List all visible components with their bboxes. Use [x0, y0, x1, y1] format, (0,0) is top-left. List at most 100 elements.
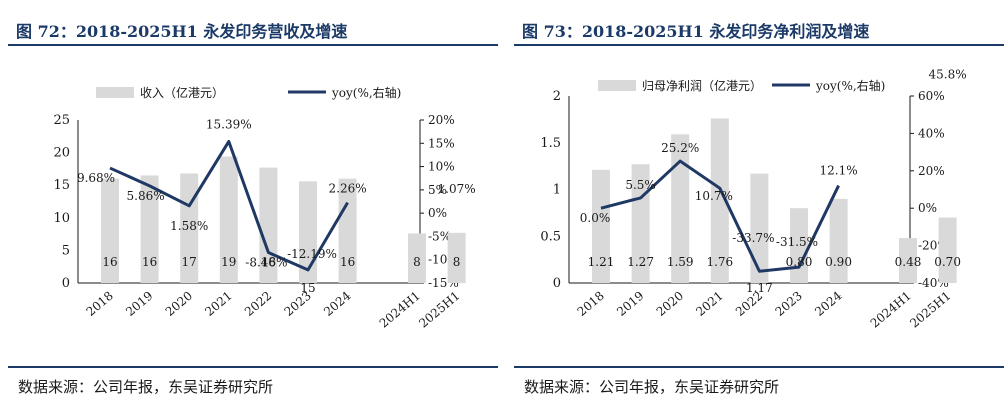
- bar-value-label: 0.48: [895, 255, 922, 269]
- line-value-label: -33.7%: [732, 231, 774, 245]
- bar-value-label: 8: [413, 255, 421, 269]
- figure-title: 图 72：2018-2025H1 永发印务营收及增速: [16, 22, 348, 41]
- bar-value-label: 17: [182, 255, 197, 269]
- line-value-label: 5.86%: [127, 189, 165, 203]
- bar: [299, 181, 317, 283]
- title-rule: [8, 44, 498, 46]
- source-rule: [514, 366, 1004, 368]
- category-label: 2024: [321, 288, 354, 319]
- bar: [592, 169, 610, 283]
- line-value-label: -12.19%: [287, 247, 337, 261]
- line-value-label: -8.46%: [245, 256, 287, 270]
- bar-value-label: 1.27: [627, 255, 654, 269]
- line-value-label: 25.2%: [661, 141, 699, 155]
- line-value-label: 1.58%: [170, 219, 208, 233]
- bar-value-label: 0.70: [934, 255, 961, 269]
- bar-value-label: 16: [340, 255, 355, 269]
- right-tick-label: 40%: [918, 126, 945, 140]
- bar: [938, 217, 957, 283]
- left-tick-label: 0: [553, 276, 561, 291]
- title-rule: [514, 44, 1004, 46]
- bar: [750, 173, 769, 283]
- category-label: 2021: [202, 289, 234, 319]
- right-tick-label: 60%: [918, 89, 945, 103]
- bar: [671, 134, 690, 283]
- category-label: 2023: [773, 289, 805, 319]
- category-label: 2018: [575, 289, 607, 319]
- bar-value-label: 16: [142, 255, 157, 269]
- bar-value-label: 16: [102, 255, 117, 269]
- bar: [447, 232, 466, 283]
- bar-value-label: 0.90: [825, 255, 852, 269]
- legend-bar-swatch: [96, 87, 134, 98]
- category-label: 2022: [242, 289, 274, 319]
- line-value-label: 10.7%: [695, 189, 733, 203]
- line-value-label: 2.26%: [329, 182, 367, 196]
- bar-value-label: 8: [453, 255, 461, 269]
- bar-value-label: 1.17: [746, 281, 773, 295]
- bar-value-label: 18: [261, 255, 276, 269]
- category-label: 2025H1: [907, 289, 953, 331]
- line-value-label: 0.0%: [580, 211, 611, 225]
- yoy-line: [109, 139, 349, 272]
- right-tick-label: 15%: [428, 136, 455, 150]
- category-label: 2020: [654, 289, 686, 319]
- bar-value-label: 0.80: [786, 255, 813, 269]
- line-value-label: 9.68%: [77, 171, 115, 185]
- left-tick-label: 0.5: [540, 229, 561, 244]
- category-label: 2021: [693, 289, 725, 319]
- right-tick-label: 20%: [428, 113, 455, 127]
- right-tick-label: 0%: [918, 201, 937, 215]
- left-tick-label: 2: [553, 89, 561, 104]
- legend-bar-label: 收入（亿港元）: [140, 85, 224, 100]
- line-value-label: 1.07%: [438, 182, 476, 196]
- category-label: 2020: [163, 289, 195, 319]
- bar: [790, 208, 808, 283]
- left-tick-label: 1: [553, 183, 561, 198]
- line-value-label: 45.8%: [929, 68, 967, 82]
- left-tick-label: 15: [53, 178, 70, 193]
- figure-73: 图 73：2018-2025H1 永发印务净利润及增速 归母净利润（亿港元） yo…: [514, 0, 1004, 406]
- bar: [829, 198, 848, 283]
- net-profit-chart: 归母净利润（亿港元） yoy(%,右轴)00.511.52-40%-20%0%20…: [540, 68, 967, 331]
- bar-value-label: 19: [221, 255, 236, 269]
- right-tick-label: 10%: [428, 160, 455, 174]
- left-tick-label: 10: [53, 211, 70, 226]
- left-tick-label: 0: [62, 276, 70, 291]
- bar: [140, 175, 159, 283]
- figure-72: 图 72：2018-2025H1 永发印务营收及增速 收入（亿港元） yoy(%,…: [8, 0, 498, 406]
- source-rule: [8, 366, 498, 368]
- revenue-chart: 收入（亿港元） yoy(%,右轴)0510152025-15%-10%-5%0%5…: [53, 85, 476, 331]
- category-label: 2024H1: [377, 289, 423, 331]
- bar-value-label: 15: [300, 281, 315, 295]
- legend-line-label: yoy(%,右轴): [331, 85, 401, 100]
- bar-value-label: 1.21: [588, 255, 615, 269]
- line-value-label: -31.5%: [776, 235, 818, 249]
- bar-value-label: 1.76: [706, 255, 733, 269]
- right-tick-label: -5%: [428, 229, 451, 243]
- right-tick-label: 20%: [918, 164, 945, 178]
- bar: [219, 156, 238, 283]
- category-label: 2024: [812, 288, 845, 319]
- legend-bar-label: 归母净利润（亿港元）: [642, 78, 762, 93]
- bar-value-label: 1.59: [667, 255, 694, 269]
- category-label: 2019: [123, 289, 155, 319]
- bar: [338, 178, 357, 283]
- bar: [899, 238, 917, 283]
- yoy-line: [600, 159, 840, 273]
- line-value-label: 12.1%: [820, 164, 858, 178]
- left-tick-label: 25: [53, 113, 70, 128]
- line-value-label: 5.5%: [625, 178, 656, 192]
- source-note: 数据来源：公司年报，东吴证券研究所: [524, 378, 780, 396]
- right-tick-label: 0%: [428, 206, 447, 220]
- legend-line-label: yoy(%,右轴): [815, 78, 885, 93]
- line-value-label: 15.39%: [206, 117, 252, 131]
- left-tick-label: 20: [53, 146, 70, 161]
- bar: [408, 233, 426, 283]
- category-label: 2019: [614, 289, 646, 319]
- bar: [101, 178, 119, 283]
- left-tick-label: 5: [62, 243, 70, 258]
- legend-bar-swatch: [598, 80, 636, 91]
- category-label: 2025H1: [416, 289, 462, 331]
- left-tick-label: 1.5: [540, 136, 561, 151]
